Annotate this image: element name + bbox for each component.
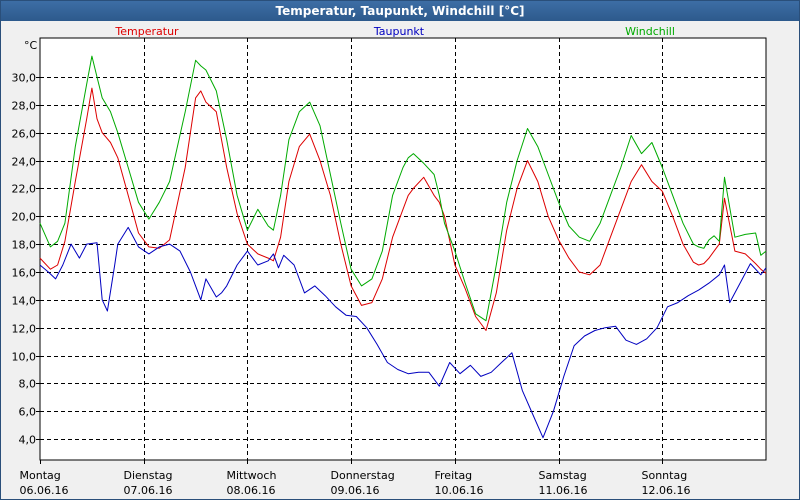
- x-tick-day: Freitag: [435, 469, 473, 482]
- x-tick-day: Sonntag: [642, 469, 688, 482]
- x-tick-date: 06.06.16: [20, 484, 69, 497]
- x-tick-day: Samstag: [539, 469, 587, 482]
- grid-lines: [40, 38, 766, 460]
- series-line-taupunkt: [39, 226, 767, 439]
- y-tick-label: 6,0: [19, 406, 37, 419]
- x-tick-day: Donnerstag: [331, 469, 395, 482]
- y-tick-label: 18,0: [12, 239, 37, 252]
- x-axis: Montag 06.06.16 Dienstag 07.06.16 Mittwoch 08…: [20, 460, 691, 497]
- x-tick-date: 07.06.16: [124, 484, 173, 497]
- series-line-windchill: [39, 55, 767, 322]
- x-tick-day: Dienstag: [124, 469, 173, 482]
- window-title: Temperatur, Taupunkt, Windchill [°C]: [1, 1, 799, 21]
- y-tick-label: 10,0: [12, 351, 37, 364]
- x-tick-day: Mittwoch: [227, 469, 277, 482]
- x-tick-date: 12.06.16: [642, 484, 691, 497]
- y-tick-label: 8,0: [19, 378, 37, 391]
- series-lines: [39, 55, 767, 439]
- x-tick-date: 11.06.16: [539, 484, 588, 497]
- legend-taupunkt: Taupunkt: [373, 25, 425, 38]
- y-tick-label: 24,0: [12, 156, 37, 169]
- y-tick-label: 14,0: [12, 295, 37, 308]
- y-tick-label: 28,0: [12, 100, 37, 113]
- y-tick-label: 12,0: [12, 323, 37, 336]
- x-tick-date: 10.06.16: [435, 484, 484, 497]
- x-tick-date: 08.06.16: [227, 484, 276, 497]
- legend-temperatur: Temperatur: [114, 25, 179, 38]
- y-tick-label: 30,0: [12, 72, 37, 85]
- y-tick-label: 4,0: [19, 434, 37, 447]
- y-axis: 30,0 28,0 26,0 24,0 22,0 20,0 18,0 16,0 14,0 12,0…: [12, 72, 40, 447]
- legend-windchill: Windchill: [625, 25, 675, 38]
- y-tick-label: 22,0: [12, 183, 37, 196]
- y-tick-label: 26,0: [12, 128, 37, 141]
- y-tick-label: 16,0: [12, 267, 37, 280]
- series-line-temperatur: [39, 87, 767, 331]
- y-axis-unit: °C: [24, 39, 38, 52]
- x-tick-date: 09.06.16: [331, 484, 380, 497]
- y-tick-label: 20,0: [12, 211, 37, 224]
- plot-area: [39, 37, 767, 461]
- x-tick-day: Montag: [20, 469, 61, 482]
